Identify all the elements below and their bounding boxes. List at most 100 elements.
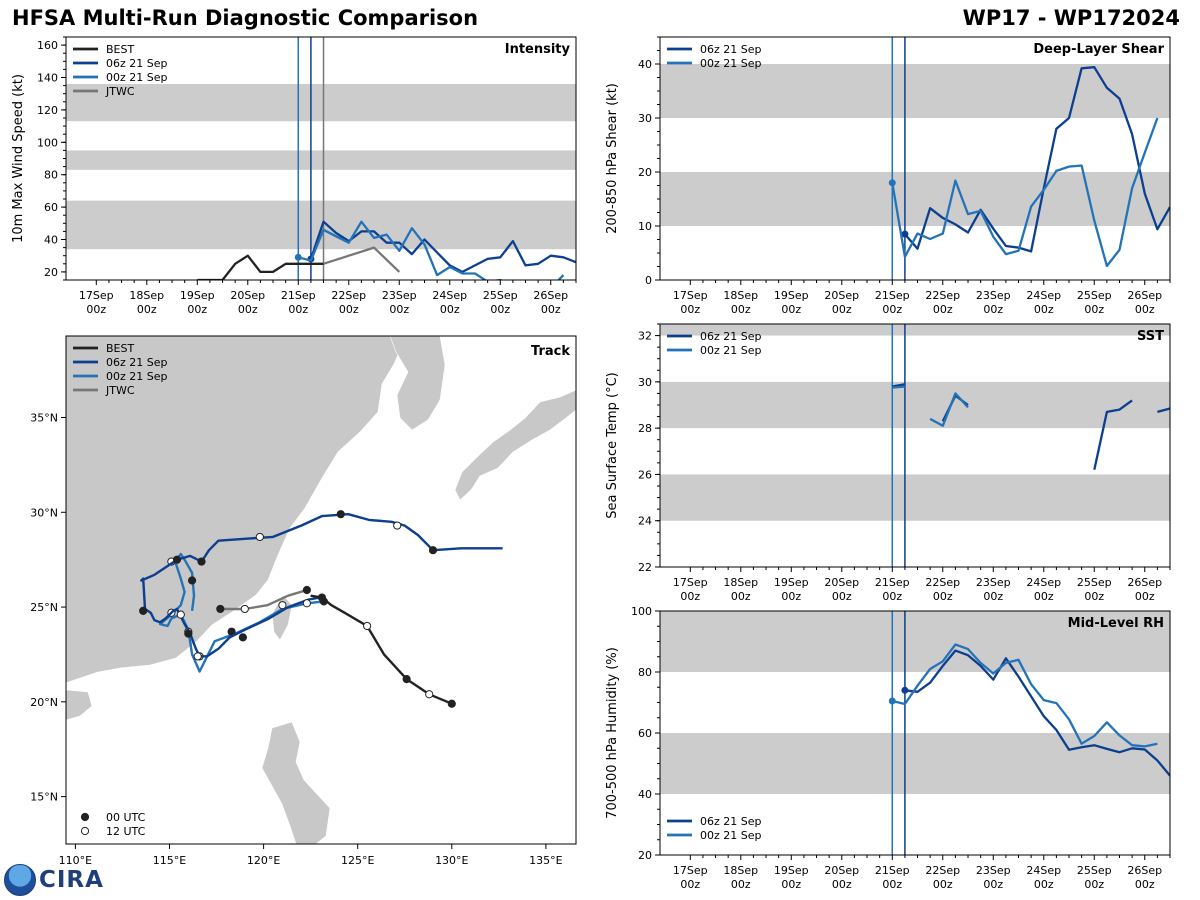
track-point-00utc bbox=[172, 555, 182, 564]
sst-series-line bbox=[1093, 399, 1133, 471]
intensity-ylabel: 10m Max Wind Speed (kt) bbox=[11, 74, 26, 243]
intensity-xtick-label-time: 00z bbox=[389, 303, 409, 316]
track-panel: 15°N 20°N 25°N 30°N 35°N 110°E 115°E 120°E 125°E… bbox=[30, 335, 577, 867]
rh-ytick-label: 100 bbox=[631, 605, 652, 618]
sst-xtick-label-time: 00z bbox=[882, 590, 902, 603]
track-point-00utc bbox=[238, 633, 248, 642]
intensity-ytick-label: 80 bbox=[44, 169, 58, 182]
track-frame bbox=[65, 335, 577, 845]
track-point-00utc bbox=[428, 546, 438, 555]
shear-init-point bbox=[901, 230, 909, 238]
rh-panel: 2040608010017Sep00z18Sep00z19Sep00z20Sep… bbox=[605, 605, 1171, 891]
shear-xtick-label: 23Sep bbox=[976, 289, 1011, 302]
shear-ytick-label: 20 bbox=[638, 166, 652, 179]
japan-islands bbox=[454, 389, 576, 501]
intensity-legend-label: 06z 21 Sep bbox=[106, 57, 168, 70]
intensity-xtick-label: 24Sep bbox=[432, 289, 467, 302]
track-point-00utc bbox=[187, 576, 197, 585]
intensity-init-point bbox=[294, 253, 302, 261]
intensity-legend-label: 00z 21 Sep bbox=[106, 71, 168, 84]
shear-xtick-label: 17Sep bbox=[673, 289, 708, 302]
china-mainland bbox=[66, 336, 401, 684]
sst-series-line bbox=[1157, 407, 1170, 414]
track-legend-label: 06z 21 Sep bbox=[106, 356, 168, 369]
track-xtick-label: 135°E bbox=[529, 854, 562, 867]
rh-xtick-label-time: 00z bbox=[882, 878, 902, 891]
sst-shade-band bbox=[660, 324, 1170, 336]
intensity-xtick-label: 22Sep bbox=[331, 289, 366, 302]
intensity-xtick-label-time: 00z bbox=[187, 303, 207, 316]
sst-xtick-label-time: 00z bbox=[781, 590, 801, 603]
track-line bbox=[310, 594, 453, 705]
sst-xtick-label: 23Sep bbox=[976, 576, 1011, 589]
storm-id-title: WP17 - WP172024 bbox=[962, 6, 1180, 30]
sst-xtick-label: 21Sep bbox=[875, 576, 910, 589]
shear-xtick-label-time: 00z bbox=[731, 303, 751, 316]
rh-series-line bbox=[892, 643, 1158, 748]
rh-ylabel: 700-500 hPa Humidity (%) bbox=[605, 647, 620, 819]
shear-xtick-label: 18Sep bbox=[723, 289, 758, 302]
shear-xtick-label-time: 00z bbox=[1084, 303, 1104, 316]
intensity-xtick-label-time: 00z bbox=[440, 303, 460, 316]
sst-xtick-label: 18Sep bbox=[723, 576, 758, 589]
track-marker-legend-label: 00 UTC bbox=[106, 811, 146, 824]
sst-ylabel: Sea Surface Temp (°C) bbox=[605, 372, 620, 519]
noaa-logo-icon bbox=[4, 864, 36, 896]
track-point-12utc bbox=[302, 599, 311, 608]
land-background bbox=[66, 336, 576, 844]
rh-xtick-label: 19Sep bbox=[774, 864, 809, 877]
sst-xtick-label: 20Sep bbox=[824, 576, 859, 589]
sst-frame bbox=[659, 323, 1171, 568]
rh-xtick-label: 21Sep bbox=[875, 864, 910, 877]
rh-plot-area bbox=[660, 611, 1170, 855]
intensity-xtick-label-time: 00z bbox=[137, 303, 157, 316]
track-point-00utc bbox=[216, 604, 225, 614]
sst-title: SST bbox=[1137, 329, 1164, 344]
track-point-00utc bbox=[139, 606, 148, 615]
track-point-12utc bbox=[278, 601, 287, 610]
sst-shade-band bbox=[660, 381, 1170, 429]
rh-title: Mid-Level RH bbox=[1068, 616, 1164, 631]
shear-shade-band bbox=[660, 64, 1170, 118]
track-ytick-label: 30°N bbox=[30, 506, 58, 519]
sst-xtick-label-time: 00z bbox=[933, 590, 953, 603]
shear-xtick-label: 19Sep bbox=[774, 289, 809, 302]
track-point-00utc bbox=[402, 674, 411, 684]
intensity-shade-band bbox=[66, 83, 576, 122]
rh-xtick-label-time: 00z bbox=[1084, 878, 1104, 891]
rh-shade-band bbox=[660, 611, 1170, 672]
intensity-xtick-label-time: 00z bbox=[490, 303, 510, 316]
shear-xtick-label-time: 00z bbox=[882, 303, 902, 316]
legend-marker-12utc bbox=[80, 826, 90, 836]
hainan-island bbox=[66, 689, 93, 721]
rh-xtick-label-time: 00z bbox=[731, 878, 751, 891]
korea-peninsula bbox=[389, 336, 446, 431]
intensity-ytick-label: 40 bbox=[44, 234, 58, 247]
rh-xtick-label: 23Sep bbox=[976, 864, 1011, 877]
shear-xtick-label: 20Sep bbox=[824, 289, 859, 302]
sst-plot-area bbox=[660, 324, 1170, 567]
track-xtick-label: 125°E bbox=[341, 854, 374, 867]
rh-xtick-label: 24Sep bbox=[1026, 864, 1061, 877]
rh-init-point bbox=[888, 697, 896, 705]
track-legend-label: 00z 21 Sep bbox=[106, 370, 168, 383]
rh-xtick-label-time: 00z bbox=[983, 878, 1003, 891]
track-xtick-label: 130°E bbox=[435, 854, 468, 867]
rh-xtick-label-time: 00z bbox=[1135, 878, 1155, 891]
sst-xtick-label-time: 00z bbox=[731, 590, 751, 603]
rh-xtick-label: 22Sep bbox=[925, 864, 960, 877]
sst-xtick-label: 25Sep bbox=[1077, 576, 1112, 589]
track-xtick-label: 110°E bbox=[59, 854, 92, 867]
intensity-series-line bbox=[197, 254, 324, 280]
track-point-12utc bbox=[425, 690, 434, 699]
intensity-series-line bbox=[323, 246, 401, 273]
intensity-series-line bbox=[298, 220, 565, 280]
sst-xtick-label: 26Sep bbox=[1127, 576, 1162, 589]
track-ytick-label: 35°N bbox=[30, 412, 58, 425]
intensity-xtick-label: 21Sep bbox=[281, 289, 316, 302]
track-title: Track bbox=[531, 344, 570, 359]
shear-ytick-label: 40 bbox=[638, 58, 652, 71]
intensity-xtick-label: 23Sep bbox=[382, 289, 417, 302]
rh-xtick-label-time: 00z bbox=[832, 878, 852, 891]
